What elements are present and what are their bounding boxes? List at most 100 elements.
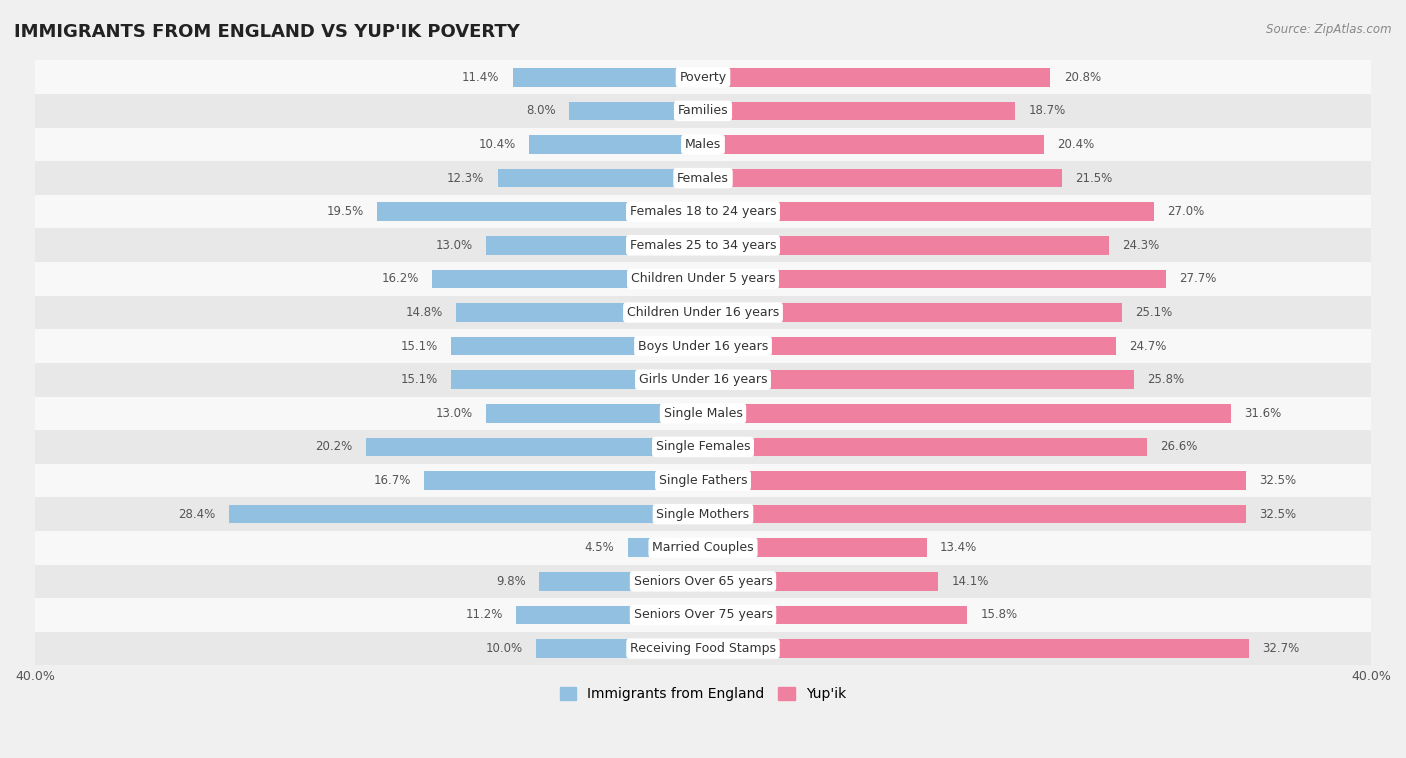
Bar xyxy=(703,639,1249,658)
Text: Seniors Over 65 years: Seniors Over 65 years xyxy=(634,575,772,588)
Text: 24.3%: 24.3% xyxy=(1122,239,1160,252)
Bar xyxy=(703,102,1015,120)
Bar xyxy=(451,337,703,356)
Text: 15.8%: 15.8% xyxy=(980,609,1018,622)
Bar xyxy=(529,135,703,154)
Text: 13.0%: 13.0% xyxy=(436,239,472,252)
Bar xyxy=(703,572,938,590)
Bar xyxy=(703,202,1154,221)
Text: Poverty: Poverty xyxy=(679,70,727,84)
Text: 25.8%: 25.8% xyxy=(1147,373,1184,387)
Text: 31.6%: 31.6% xyxy=(1244,407,1281,420)
Legend: Immigrants from England, Yup'ik: Immigrants from England, Yup'ik xyxy=(554,681,852,706)
Text: 11.2%: 11.2% xyxy=(465,609,502,622)
Text: IMMIGRANTS FROM ENGLAND VS YUP'IK POVERTY: IMMIGRANTS FROM ENGLAND VS YUP'IK POVERT… xyxy=(14,23,520,41)
Text: 24.7%: 24.7% xyxy=(1129,340,1166,352)
Bar xyxy=(703,371,1133,389)
Bar xyxy=(703,505,1246,523)
Text: Single Males: Single Males xyxy=(664,407,742,420)
Text: Girls Under 16 years: Girls Under 16 years xyxy=(638,373,768,387)
Text: 27.0%: 27.0% xyxy=(1167,205,1205,218)
Text: 32.5%: 32.5% xyxy=(1260,508,1296,521)
Text: 13.4%: 13.4% xyxy=(941,541,977,554)
Text: 9.8%: 9.8% xyxy=(496,575,526,588)
Bar xyxy=(456,303,703,321)
Bar xyxy=(513,68,703,86)
Text: Males: Males xyxy=(685,138,721,151)
Text: 32.7%: 32.7% xyxy=(1263,642,1299,655)
Bar xyxy=(35,598,1371,631)
Bar xyxy=(703,404,1230,422)
Bar xyxy=(703,303,1122,321)
Text: 10.4%: 10.4% xyxy=(478,138,516,151)
Bar xyxy=(433,270,703,288)
Text: 21.5%: 21.5% xyxy=(1076,171,1112,185)
Bar xyxy=(703,471,1246,490)
Bar xyxy=(486,404,703,422)
Text: 4.5%: 4.5% xyxy=(585,541,614,554)
Text: 10.0%: 10.0% xyxy=(485,642,523,655)
Bar xyxy=(35,464,1371,497)
Bar xyxy=(35,262,1371,296)
Bar xyxy=(703,606,967,624)
Bar xyxy=(35,228,1371,262)
Text: 16.7%: 16.7% xyxy=(374,474,411,487)
Bar xyxy=(516,606,703,624)
Text: Married Couples: Married Couples xyxy=(652,541,754,554)
Text: 32.5%: 32.5% xyxy=(1260,474,1296,487)
Text: 8.0%: 8.0% xyxy=(526,105,555,117)
Bar xyxy=(486,236,703,255)
Text: Single Females: Single Females xyxy=(655,440,751,453)
Text: Females 18 to 24 years: Females 18 to 24 years xyxy=(630,205,776,218)
Bar xyxy=(35,195,1371,228)
Bar xyxy=(35,363,1371,396)
Text: 15.1%: 15.1% xyxy=(401,373,437,387)
Text: 11.4%: 11.4% xyxy=(461,70,499,84)
Text: 12.3%: 12.3% xyxy=(447,171,484,185)
Text: Children Under 16 years: Children Under 16 years xyxy=(627,306,779,319)
Text: 18.7%: 18.7% xyxy=(1029,105,1066,117)
Bar xyxy=(35,497,1371,531)
Text: 14.1%: 14.1% xyxy=(952,575,990,588)
Text: 20.4%: 20.4% xyxy=(1057,138,1094,151)
Bar xyxy=(703,538,927,557)
Bar xyxy=(703,135,1043,154)
Text: 27.7%: 27.7% xyxy=(1180,272,1216,286)
Text: 28.4%: 28.4% xyxy=(179,508,215,521)
Bar xyxy=(628,538,703,557)
Text: 16.2%: 16.2% xyxy=(381,272,419,286)
Text: Receiving Food Stamps: Receiving Food Stamps xyxy=(630,642,776,655)
Bar xyxy=(569,102,703,120)
Text: 20.8%: 20.8% xyxy=(1064,70,1101,84)
Text: Females 25 to 34 years: Females 25 to 34 years xyxy=(630,239,776,252)
Bar xyxy=(377,202,703,221)
Bar xyxy=(35,161,1371,195)
Bar xyxy=(229,505,703,523)
Bar xyxy=(703,236,1109,255)
Text: Females: Females xyxy=(678,171,728,185)
Text: 25.1%: 25.1% xyxy=(1136,306,1173,319)
Bar xyxy=(425,471,703,490)
Text: Single Mothers: Single Mothers xyxy=(657,508,749,521)
Bar xyxy=(35,631,1371,666)
Bar xyxy=(703,169,1062,187)
Text: 13.0%: 13.0% xyxy=(436,407,472,420)
Bar xyxy=(536,639,703,658)
Text: Boys Under 16 years: Boys Under 16 years xyxy=(638,340,768,352)
Bar xyxy=(35,565,1371,598)
Bar xyxy=(35,430,1371,464)
Bar xyxy=(498,169,703,187)
Bar xyxy=(703,437,1147,456)
Bar xyxy=(35,127,1371,161)
Text: 20.2%: 20.2% xyxy=(315,440,353,453)
Bar xyxy=(366,437,703,456)
Text: 15.1%: 15.1% xyxy=(401,340,437,352)
Bar xyxy=(35,531,1371,565)
Text: Families: Families xyxy=(678,105,728,117)
Bar xyxy=(540,572,703,590)
Bar xyxy=(35,61,1371,94)
Text: Single Fathers: Single Fathers xyxy=(659,474,747,487)
Text: 19.5%: 19.5% xyxy=(326,205,364,218)
Bar xyxy=(35,329,1371,363)
Bar xyxy=(703,270,1166,288)
